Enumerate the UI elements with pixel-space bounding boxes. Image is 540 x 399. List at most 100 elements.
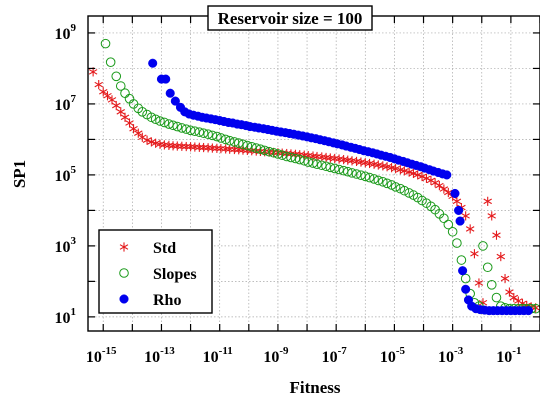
x-tick-labels: 10-15 10-13 10-11 10-9 10-7 10-5 10-3 10-1 — [86, 345, 522, 366]
point-slopes — [150, 114, 161, 125]
point-std — [470, 249, 479, 259]
point-slopes — [321, 161, 331, 172]
x-tick-label: 10-13 — [144, 345, 175, 366]
point-slopes — [233, 138, 244, 148]
point-std — [496, 251, 506, 262]
point-slopes — [360, 171, 371, 182]
y-axis-label: SP1 — [10, 160, 29, 188]
x-tick-label: 10-15 — [86, 345, 117, 366]
point-rho — [165, 88, 175, 98]
point-slopes — [190, 126, 200, 137]
point-std — [409, 168, 418, 179]
point-std — [509, 292, 519, 303]
point-slopes — [299, 155, 310, 166]
point-slopes — [264, 146, 274, 157]
y-tick-label: 105 — [55, 164, 77, 185]
point-slopes — [382, 178, 392, 189]
point-slopes — [439, 213, 449, 224]
y-tick-label: 101 — [55, 306, 77, 327]
legend-marker-std — [119, 242, 129, 252]
x-axis-label: Fitness — [290, 378, 341, 397]
point-std — [147, 137, 156, 147]
point-slopes — [155, 116, 165, 126]
point-slopes — [342, 166, 353, 177]
x-tick-label: 10-9 — [263, 345, 289, 366]
y-tick-label: 109 — [55, 22, 77, 43]
point-std — [474, 278, 484, 288]
point-std — [94, 80, 103, 90]
point-rho — [455, 216, 465, 226]
point-slopes — [137, 106, 148, 117]
point-slopes — [100, 38, 111, 49]
point-std — [483, 196, 492, 206]
point-slopes — [456, 255, 467, 265]
y-tick-label: 107 — [55, 93, 77, 114]
point-std — [125, 118, 134, 128]
point-slopes — [294, 154, 305, 165]
point-slopes — [325, 162, 336, 173]
point-rho — [454, 205, 464, 215]
legend-box — [98, 229, 213, 314]
point-slopes — [460, 273, 471, 284]
point-std — [413, 170, 422, 180]
point-slopes — [159, 117, 170, 128]
point-std — [500, 273, 510, 284]
point-std — [505, 287, 514, 297]
point-slopes — [364, 172, 375, 183]
point-slopes — [482, 262, 493, 273]
point-slopes — [207, 130, 218, 141]
point-slopes — [194, 127, 205, 137]
point-slopes — [303, 157, 314, 167]
point-slopes — [242, 140, 253, 151]
x-tick-label: 10-11 — [203, 345, 233, 366]
point-slopes — [224, 135, 235, 146]
point-slopes — [281, 151, 292, 162]
point-slopes — [105, 57, 116, 67]
point-slopes — [390, 182, 401, 192]
legend-label-rho: Rho — [153, 292, 181, 309]
point-std — [452, 196, 462, 206]
legend-label-std: Std — [153, 240, 176, 257]
point-slopes — [356, 170, 366, 181]
legend: Std Slopes Rho — [98, 229, 213, 314]
point-slopes — [172, 121, 183, 132]
point-slopes — [404, 188, 414, 198]
point-std — [404, 167, 414, 177]
data-points — [88, 38, 540, 316]
point-slopes — [146, 112, 157, 123]
point-std — [487, 211, 496, 221]
point-slopes — [168, 120, 178, 131]
point-std — [103, 91, 112, 101]
point-std — [107, 95, 117, 105]
point-rho — [161, 74, 171, 84]
point-slopes — [255, 144, 266, 154]
axis-ticks — [88, 16, 540, 331]
grid-lines — [88, 16, 540, 331]
point-std — [435, 180, 444, 191]
point-slopes — [312, 159, 322, 170]
point-slopes — [369, 174, 379, 184]
point-slopes — [238, 139, 248, 150]
point-rho — [170, 96, 180, 106]
title-box — [207, 5, 373, 31]
point-slopes — [347, 168, 357, 178]
point-slopes — [216, 133, 226, 143]
point-std — [465, 224, 475, 234]
point-std — [492, 230, 501, 240]
chart-title: Reservoir size = 100 — [218, 9, 363, 28]
point-slopes — [334, 164, 344, 175]
point-slopes — [486, 280, 497, 290]
point-slopes — [273, 149, 283, 159]
point-rho — [461, 284, 471, 294]
point-rho — [523, 306, 533, 316]
point-slopes — [212, 131, 222, 142]
point-slopes — [277, 150, 287, 160]
point-std — [111, 100, 121, 111]
point-std — [129, 124, 138, 134]
point-slopes — [246, 141, 257, 152]
point-std — [142, 135, 152, 145]
point-slopes — [378, 176, 388, 187]
legend-marker-slopes — [119, 268, 129, 278]
x-tick-label: 10-7 — [322, 345, 348, 366]
